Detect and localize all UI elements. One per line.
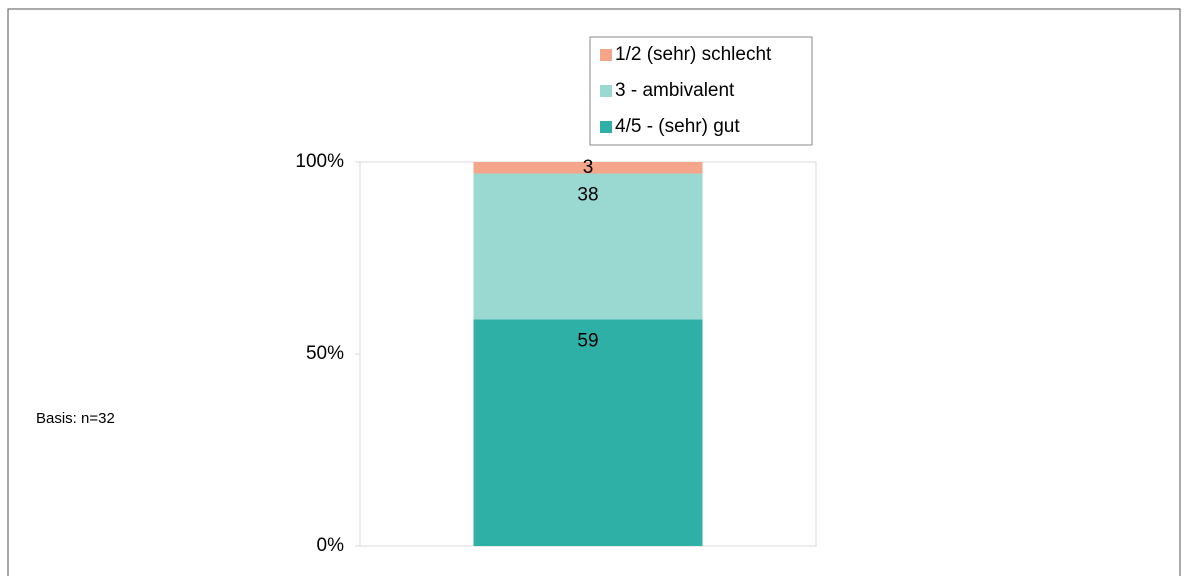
legend-swatch <box>600 85 612 97</box>
legend-swatch <box>600 49 612 61</box>
frame <box>7 8 1181 576</box>
legend-swatch <box>600 121 612 133</box>
y-tick-label: 0% <box>317 535 345 556</box>
legend-label: 4/5 - (sehr) gut <box>615 116 740 137</box>
data-label: 3 <box>583 157 594 178</box>
y-tick-label: 50% <box>306 343 344 364</box>
bar-segment <box>473 319 703 546</box>
bar-segment <box>473 173 703 320</box>
data-label: 59 <box>577 330 598 351</box>
annotation: Basis: n=32 <box>36 410 115 427</box>
bar-segment <box>473 162 703 174</box>
legend <box>589 36 813 146</box>
data-label: 38 <box>577 185 598 206</box>
legend-label: 3 - ambivalent <box>615 80 735 101</box>
y-tick-label: 100% <box>295 151 344 172</box>
legend-label: 1/2 (sehr) schlecht <box>615 44 772 65</box>
